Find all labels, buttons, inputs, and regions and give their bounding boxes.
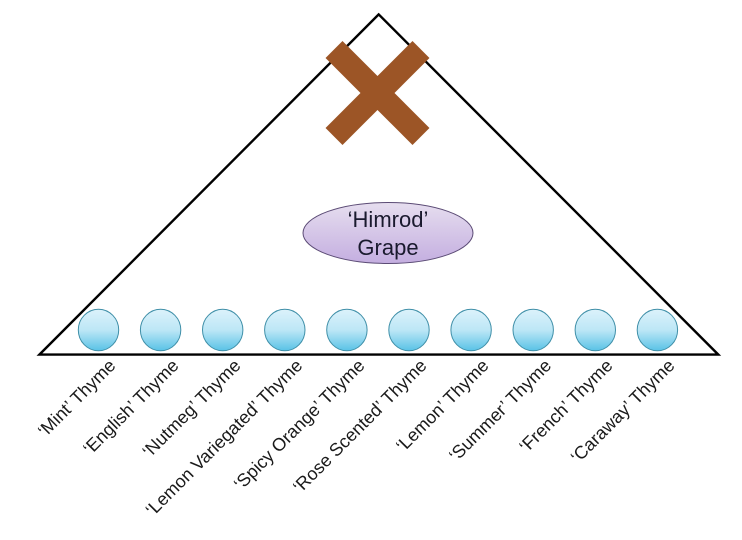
svg-text:Grape: Grape bbox=[357, 235, 418, 260]
svg-text:‘Himrod’: ‘Himrod’ bbox=[348, 207, 429, 232]
